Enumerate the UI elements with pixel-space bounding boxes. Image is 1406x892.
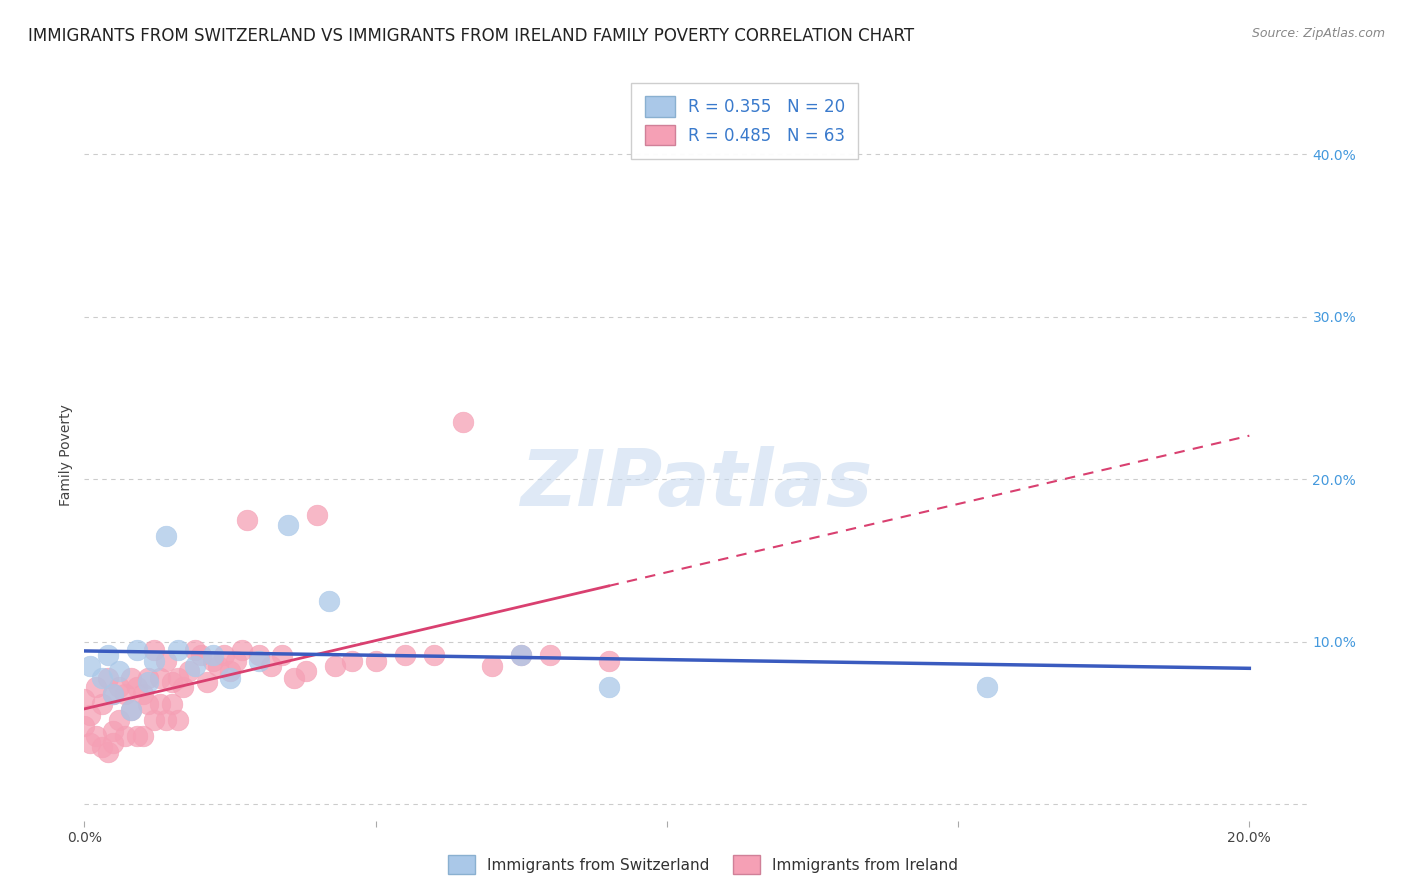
Point <box>307 508 329 522</box>
Point <box>125 681 148 695</box>
Point <box>73 719 96 733</box>
Point <box>283 671 305 685</box>
Point <box>166 713 188 727</box>
Point <box>108 713 131 727</box>
Point <box>120 703 142 717</box>
Point <box>143 654 166 668</box>
Point <box>195 675 218 690</box>
Point <box>179 664 201 678</box>
Point <box>160 697 183 711</box>
Point <box>103 687 125 701</box>
Point <box>394 648 416 662</box>
Point <box>225 654 247 668</box>
Point <box>114 687 136 701</box>
Point <box>155 654 177 668</box>
Point <box>97 648 120 662</box>
Point <box>510 648 533 662</box>
Point <box>598 681 620 695</box>
Point <box>364 654 387 668</box>
Text: ZIPatlas: ZIPatlas <box>520 446 872 522</box>
Point <box>103 736 125 750</box>
Point <box>207 659 229 673</box>
Point <box>277 517 299 532</box>
Point <box>131 729 153 743</box>
Point <box>149 697 172 711</box>
Point <box>201 648 224 662</box>
Point <box>166 643 188 657</box>
Point <box>318 594 340 608</box>
Point <box>120 703 142 717</box>
Point <box>481 659 503 673</box>
Point <box>323 659 346 673</box>
Text: Source: ZipAtlas.com: Source: ZipAtlas.com <box>1251 27 1385 40</box>
Point <box>84 729 107 743</box>
Point <box>143 713 166 727</box>
Point <box>125 643 148 657</box>
Point <box>79 659 101 673</box>
Point <box>120 671 142 685</box>
Point <box>155 713 177 727</box>
Point <box>342 654 364 668</box>
Point <box>97 745 120 759</box>
Point <box>247 648 270 662</box>
Point <box>138 671 160 685</box>
Point <box>219 664 242 678</box>
Point <box>84 681 107 695</box>
Point <box>73 691 96 706</box>
Point <box>108 681 131 695</box>
Point <box>125 729 148 743</box>
Point <box>976 681 998 695</box>
Point <box>423 648 446 662</box>
Point <box>231 643 253 657</box>
Point <box>90 740 112 755</box>
Point <box>155 529 177 543</box>
Point <box>260 659 283 673</box>
Point <box>143 643 166 657</box>
Point <box>97 671 120 685</box>
Point <box>114 729 136 743</box>
Point <box>108 664 131 678</box>
Point <box>79 736 101 750</box>
Point <box>160 675 183 690</box>
Point <box>90 697 112 711</box>
Point <box>510 648 533 662</box>
Point <box>271 648 294 662</box>
Point <box>294 664 316 678</box>
Point <box>451 416 474 430</box>
Point <box>212 648 235 662</box>
Point <box>236 513 259 527</box>
Point <box>103 724 125 739</box>
Point <box>538 648 561 662</box>
Y-axis label: Family Poverty: Family Poverty <box>59 404 73 506</box>
Point <box>172 681 194 695</box>
Point <box>247 654 270 668</box>
Point <box>598 654 620 668</box>
Point <box>201 654 224 668</box>
Point <box>138 697 160 711</box>
Point <box>184 643 207 657</box>
Legend: Immigrants from Switzerland, Immigrants from Ireland: Immigrants from Switzerland, Immigrants … <box>441 849 965 880</box>
Point <box>90 671 112 685</box>
Point <box>138 675 160 690</box>
Point <box>131 687 153 701</box>
Legend: R = 0.355   N = 20, R = 0.485   N = 63: R = 0.355 N = 20, R = 0.485 N = 63 <box>631 83 859 159</box>
Text: IMMIGRANTS FROM SWITZERLAND VS IMMIGRANTS FROM IRELAND FAMILY POVERTY CORRELATIO: IMMIGRANTS FROM SWITZERLAND VS IMMIGRANT… <box>28 27 914 45</box>
Point <box>219 671 242 685</box>
Point <box>149 671 172 685</box>
Point <box>103 687 125 701</box>
Point <box>184 659 207 673</box>
Point <box>79 708 101 723</box>
Point <box>166 671 188 685</box>
Point <box>190 648 212 662</box>
